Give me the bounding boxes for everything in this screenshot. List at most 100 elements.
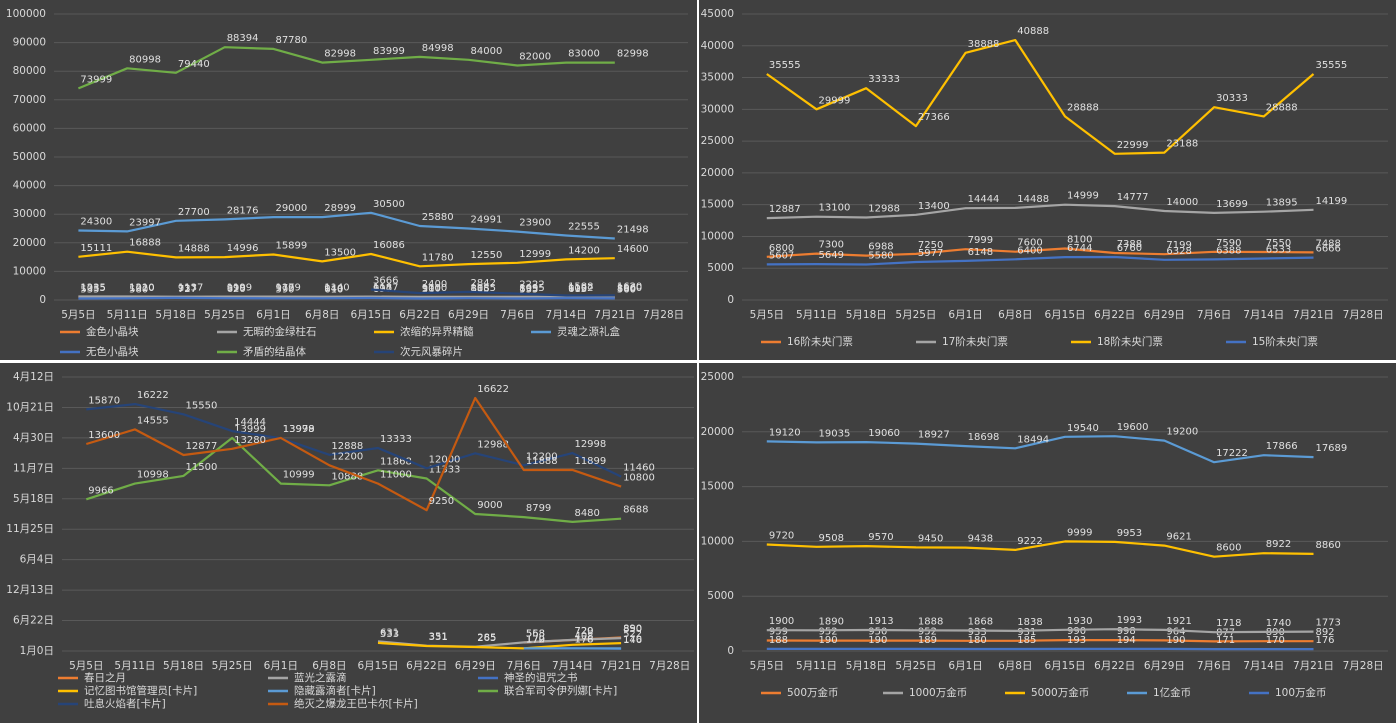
data-label: 15111 — [80, 243, 112, 254]
data-label: 13400 — [918, 201, 950, 212]
data-label: 171 — [1216, 635, 1235, 646]
legend-label: 18阶未央门票 — [1097, 335, 1163, 348]
data-label: 558 — [526, 629, 545, 640]
data-label: 80998 — [129, 54, 161, 65]
panel: 0 5000 10000 15000 20000 25000 30000 35000 40000… — [699, 0, 1396, 360]
x-tick-label: 6月22日 — [406, 660, 447, 672]
y-tick-label: 20000 — [701, 426, 734, 438]
y-tick-label: 70000 — [13, 94, 46, 106]
x-tick-label: 7月14日 — [1243, 309, 1284, 321]
data-label: 28176 — [227, 205, 259, 216]
legend-label: 联合军司令伊列娜[卡片] — [504, 684, 617, 697]
x-tick-label: 6月22日 — [1094, 309, 1135, 321]
data-label: 5580 — [868, 251, 893, 262]
data-label: 964 — [1166, 626, 1185, 637]
data-label: 927 — [373, 283, 392, 294]
data-label: 12888 — [331, 441, 363, 452]
data-label: 9621 — [1166, 532, 1191, 543]
x-tick-label: 7月14日 — [1243, 660, 1284, 672]
data-label: 535 — [80, 284, 99, 295]
data-label: 29000 — [275, 203, 307, 214]
data-label: 14555 — [137, 415, 169, 426]
data-label: 9438 — [968, 534, 993, 545]
data-label: 83000 — [568, 49, 600, 60]
data-label: 13500 — [324, 247, 356, 258]
x-tick-label: 5月18日 — [846, 660, 887, 672]
data-label: 12550 — [471, 250, 503, 261]
x-tick-label: 5月25日 — [895, 660, 936, 672]
x-tick-label: 6月22日 — [1094, 660, 1135, 672]
x-tick-label: 6月1日 — [948, 309, 982, 321]
x-tick-label: 6月1日 — [256, 309, 290, 321]
data-label: 11888 — [526, 456, 558, 467]
data-label: 38888 — [968, 39, 1000, 50]
data-label: 18927 — [918, 430, 950, 441]
data-label: 10999 — [283, 470, 315, 481]
legend-label: 金色小晶块 — [86, 325, 139, 338]
data-label: 88394 — [227, 33, 259, 44]
x-tick-label: 7月21日 — [594, 309, 635, 321]
legend-label: 浓缩的异界精髓 — [400, 325, 474, 338]
data-label: 6800 — [769, 243, 794, 254]
y-tick-label: 60000 — [13, 122, 46, 134]
data-label: 12000 — [429, 454, 461, 465]
data-label: 5607 — [769, 250, 794, 261]
data-label: 285 — [477, 633, 496, 644]
data-label: 185 — [1017, 635, 1036, 646]
x-tick-label: 5月25日 — [895, 309, 936, 321]
data-label: 950 — [868, 627, 887, 638]
data-label: 19200 — [1166, 427, 1198, 438]
data-label: 30333 — [1216, 93, 1248, 104]
data-label: 190 — [819, 635, 838, 646]
data-label: 1588 — [568, 281, 593, 292]
panel: 1月0日 6月22日 12月13日 6月4日 11月25日 5月18日 11月7日 4月30日… — [0, 363, 697, 723]
data-label: 28888 — [1067, 102, 1099, 113]
data-label: 900 — [422, 283, 441, 294]
data-label: 14999 — [1067, 191, 1099, 202]
series-line — [766, 255, 1314, 266]
x-tick-label: 7月28日 — [1343, 309, 1384, 321]
data-label: 13100 — [819, 203, 851, 214]
x-tick-label: 7月28日 — [649, 660, 690, 672]
panel: 0 5000 10000 15000 20000 25000 5月5日 5月11日 5月18日 5… — [699, 363, 1396, 723]
data-label: 170 — [623, 634, 642, 645]
legend-label: 绝灭之爆龙王巴卡尔[卡片] — [294, 697, 418, 710]
data-label: 940 — [324, 283, 343, 294]
x-tick-label: 5月25日 — [204, 309, 245, 321]
data-label: 19120 — [769, 427, 801, 438]
data-label: 7600 — [1017, 238, 1042, 249]
y-tick-label: 10月21日 — [6, 401, 54, 413]
data-label: 620 — [227, 284, 246, 295]
data-label: 885 — [471, 283, 490, 294]
y-tick-label: 40000 — [13, 180, 46, 192]
data-label: 1921 — [1166, 616, 1191, 627]
data-label: 9966 — [88, 485, 113, 496]
data-label: 1718 — [1216, 618, 1241, 629]
data-label: 6760 — [1117, 243, 1142, 254]
data-label: 9999 — [1067, 527, 1092, 538]
x-tick-label: 6月29日 — [455, 660, 496, 672]
y-tick-label: 11月7日 — [13, 462, 54, 474]
data-label: 6744 — [1067, 243, 1092, 254]
data-label: 14444 — [234, 417, 266, 428]
data-label: 8100 — [1067, 235, 1092, 246]
data-label: 8480 — [574, 508, 599, 519]
data-label: 1020 — [129, 283, 154, 294]
data-label: 17866 — [1266, 441, 1298, 452]
data-label: 9953 — [1117, 528, 1142, 539]
x-tick-label: 5月25日 — [212, 660, 253, 672]
data-label: 533 — [380, 629, 399, 640]
data-label: 87780 — [275, 35, 307, 46]
data-label: 30500 — [373, 199, 405, 210]
legend-label: 春日之月 — [84, 671, 126, 684]
data-label: 35555 — [769, 60, 801, 71]
data-label: 1888 — [918, 616, 943, 627]
y-tick-label: 90000 — [13, 37, 46, 49]
data-label: 631 — [380, 627, 399, 638]
series-line — [766, 540, 1314, 558]
y-tick-label: 10000 — [701, 535, 734, 547]
data-label: 27366 — [918, 112, 950, 123]
data-label: 1740 — [1266, 618, 1291, 629]
data-label: 19600 — [1117, 422, 1149, 433]
data-label: 84000 — [471, 46, 503, 57]
